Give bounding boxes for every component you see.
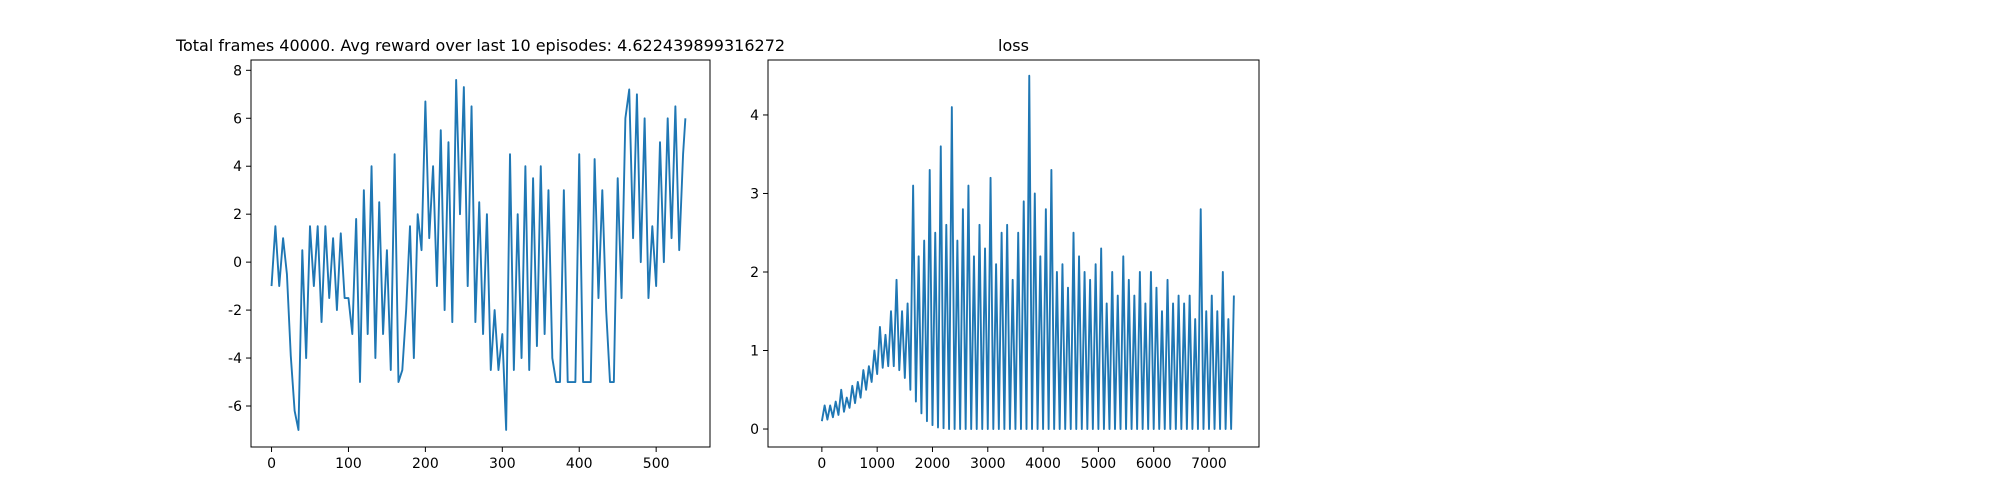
axes-frame [767, 59, 1260, 448]
x-tick-label: 0 [267, 456, 276, 472]
y-tick-label: 1 [750, 344, 759, 360]
y-tick-label: -4 [228, 351, 242, 367]
x-tick-label: 5000 [1081, 456, 1117, 472]
x-tick-label: 1000 [859, 456, 895, 472]
y-tick-label: -6 [228, 399, 242, 415]
data-line [820, 74, 1235, 430]
chart-title: loss [998, 36, 1029, 55]
chart-title: Total frames 40000. Avg reward over last… [175, 36, 785, 55]
y-tick-label: 4 [233, 159, 242, 175]
data-line [270, 78, 687, 431]
x-tick-label: 300 [489, 456, 516, 472]
x-tick-label: 100 [335, 456, 362, 472]
y-tick-label: 0 [750, 422, 759, 438]
y-tick-label: 3 [750, 186, 759, 202]
x-tick-label: 0 [817, 456, 826, 472]
y-tick-label: 4 [750, 108, 759, 124]
y-tick-label: 2 [233, 207, 242, 223]
x-tick-label: 7000 [1191, 456, 1227, 472]
x-tick-label: 4000 [1025, 456, 1061, 472]
x-tick-label: 2000 [915, 456, 951, 472]
x-tick-label: 400 [566, 456, 593, 472]
axes-frame [250, 59, 711, 448]
y-tick-label: 2 [750, 265, 759, 281]
x-tick-label: 6000 [1136, 456, 1172, 472]
y-tick-label: -2 [228, 303, 242, 319]
y-tick-label: 6 [233, 111, 242, 127]
y-tick-label: 8 [233, 63, 242, 79]
x-tick-label: 200 [412, 456, 439, 472]
x-tick-label: 500 [643, 456, 670, 472]
y-tick-label: 0 [233, 255, 242, 271]
x-tick-label: 3000 [970, 456, 1006, 472]
